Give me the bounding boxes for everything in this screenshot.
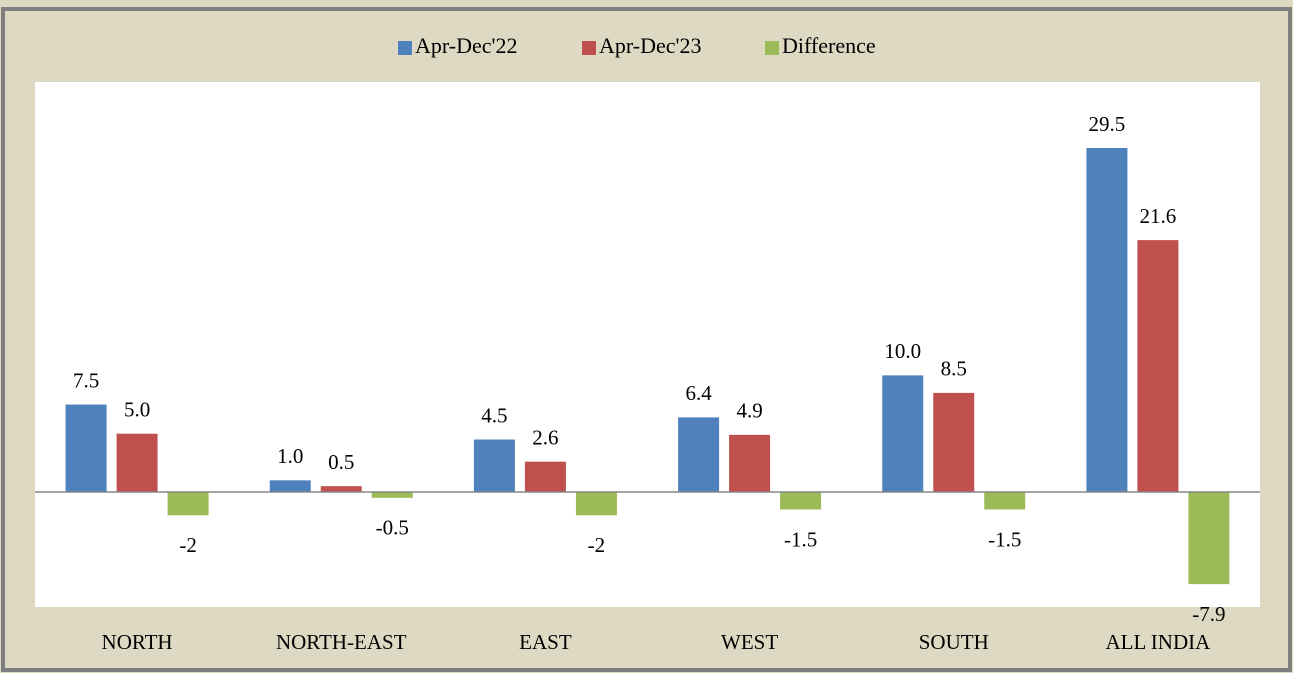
data-label: 29.5 bbox=[1089, 112, 1126, 136]
x-tick-label: NORTH bbox=[102, 630, 173, 654]
legend-swatch bbox=[582, 41, 596, 55]
data-label: -2 bbox=[179, 533, 197, 557]
bar bbox=[1188, 492, 1230, 585]
data-label: 2.6 bbox=[532, 425, 558, 449]
bar bbox=[678, 417, 720, 492]
data-label: -1.5 bbox=[988, 527, 1021, 551]
bar bbox=[729, 434, 771, 492]
bar bbox=[269, 480, 311, 492]
data-label: 6.4 bbox=[685, 381, 712, 405]
data-label: 5.0 bbox=[124, 398, 150, 422]
bar bbox=[65, 404, 107, 492]
legend-label: Apr-Dec'22 bbox=[415, 33, 517, 58]
data-label: 10.0 bbox=[884, 339, 921, 363]
x-tick-label: NORTH-EAST bbox=[276, 630, 407, 654]
data-label: -7.9 bbox=[1192, 602, 1225, 626]
legend-swatch bbox=[765, 41, 779, 55]
bar bbox=[167, 492, 209, 516]
bar bbox=[1086, 148, 1128, 492]
data-label: 1.0 bbox=[277, 444, 303, 468]
x-tick-label: WEST bbox=[721, 630, 778, 654]
bar bbox=[320, 486, 362, 492]
x-tick-label: EAST bbox=[519, 630, 572, 654]
data-label: 7.5 bbox=[73, 368, 99, 392]
x-tick-label: SOUTH bbox=[919, 630, 989, 654]
legend-label: Apr-Dec'23 bbox=[599, 33, 701, 58]
data-label: 4.9 bbox=[736, 399, 762, 423]
x-tick-label: ALL INDIA bbox=[1106, 630, 1212, 654]
bar bbox=[882, 375, 924, 492]
data-label: 8.5 bbox=[941, 357, 967, 381]
data-label: 0.5 bbox=[328, 450, 354, 474]
data-label: 21.6 bbox=[1140, 204, 1177, 228]
data-label: -2 bbox=[588, 533, 606, 557]
bar bbox=[1137, 240, 1179, 492]
bar bbox=[984, 492, 1026, 510]
data-label: -1.5 bbox=[784, 527, 817, 551]
bar bbox=[933, 392, 975, 492]
frame bbox=[1, 7, 1292, 672]
data-label: 4.5 bbox=[481, 403, 507, 427]
legend-label: Difference bbox=[782, 33, 876, 58]
plot-area bbox=[35, 82, 1260, 607]
bar bbox=[371, 492, 413, 498]
legend-swatch bbox=[398, 41, 412, 55]
bar bbox=[575, 492, 617, 516]
bar bbox=[473, 439, 515, 492]
data-label: -0.5 bbox=[376, 516, 409, 540]
bar bbox=[780, 492, 822, 510]
bar bbox=[116, 433, 158, 492]
bar bbox=[524, 461, 566, 492]
